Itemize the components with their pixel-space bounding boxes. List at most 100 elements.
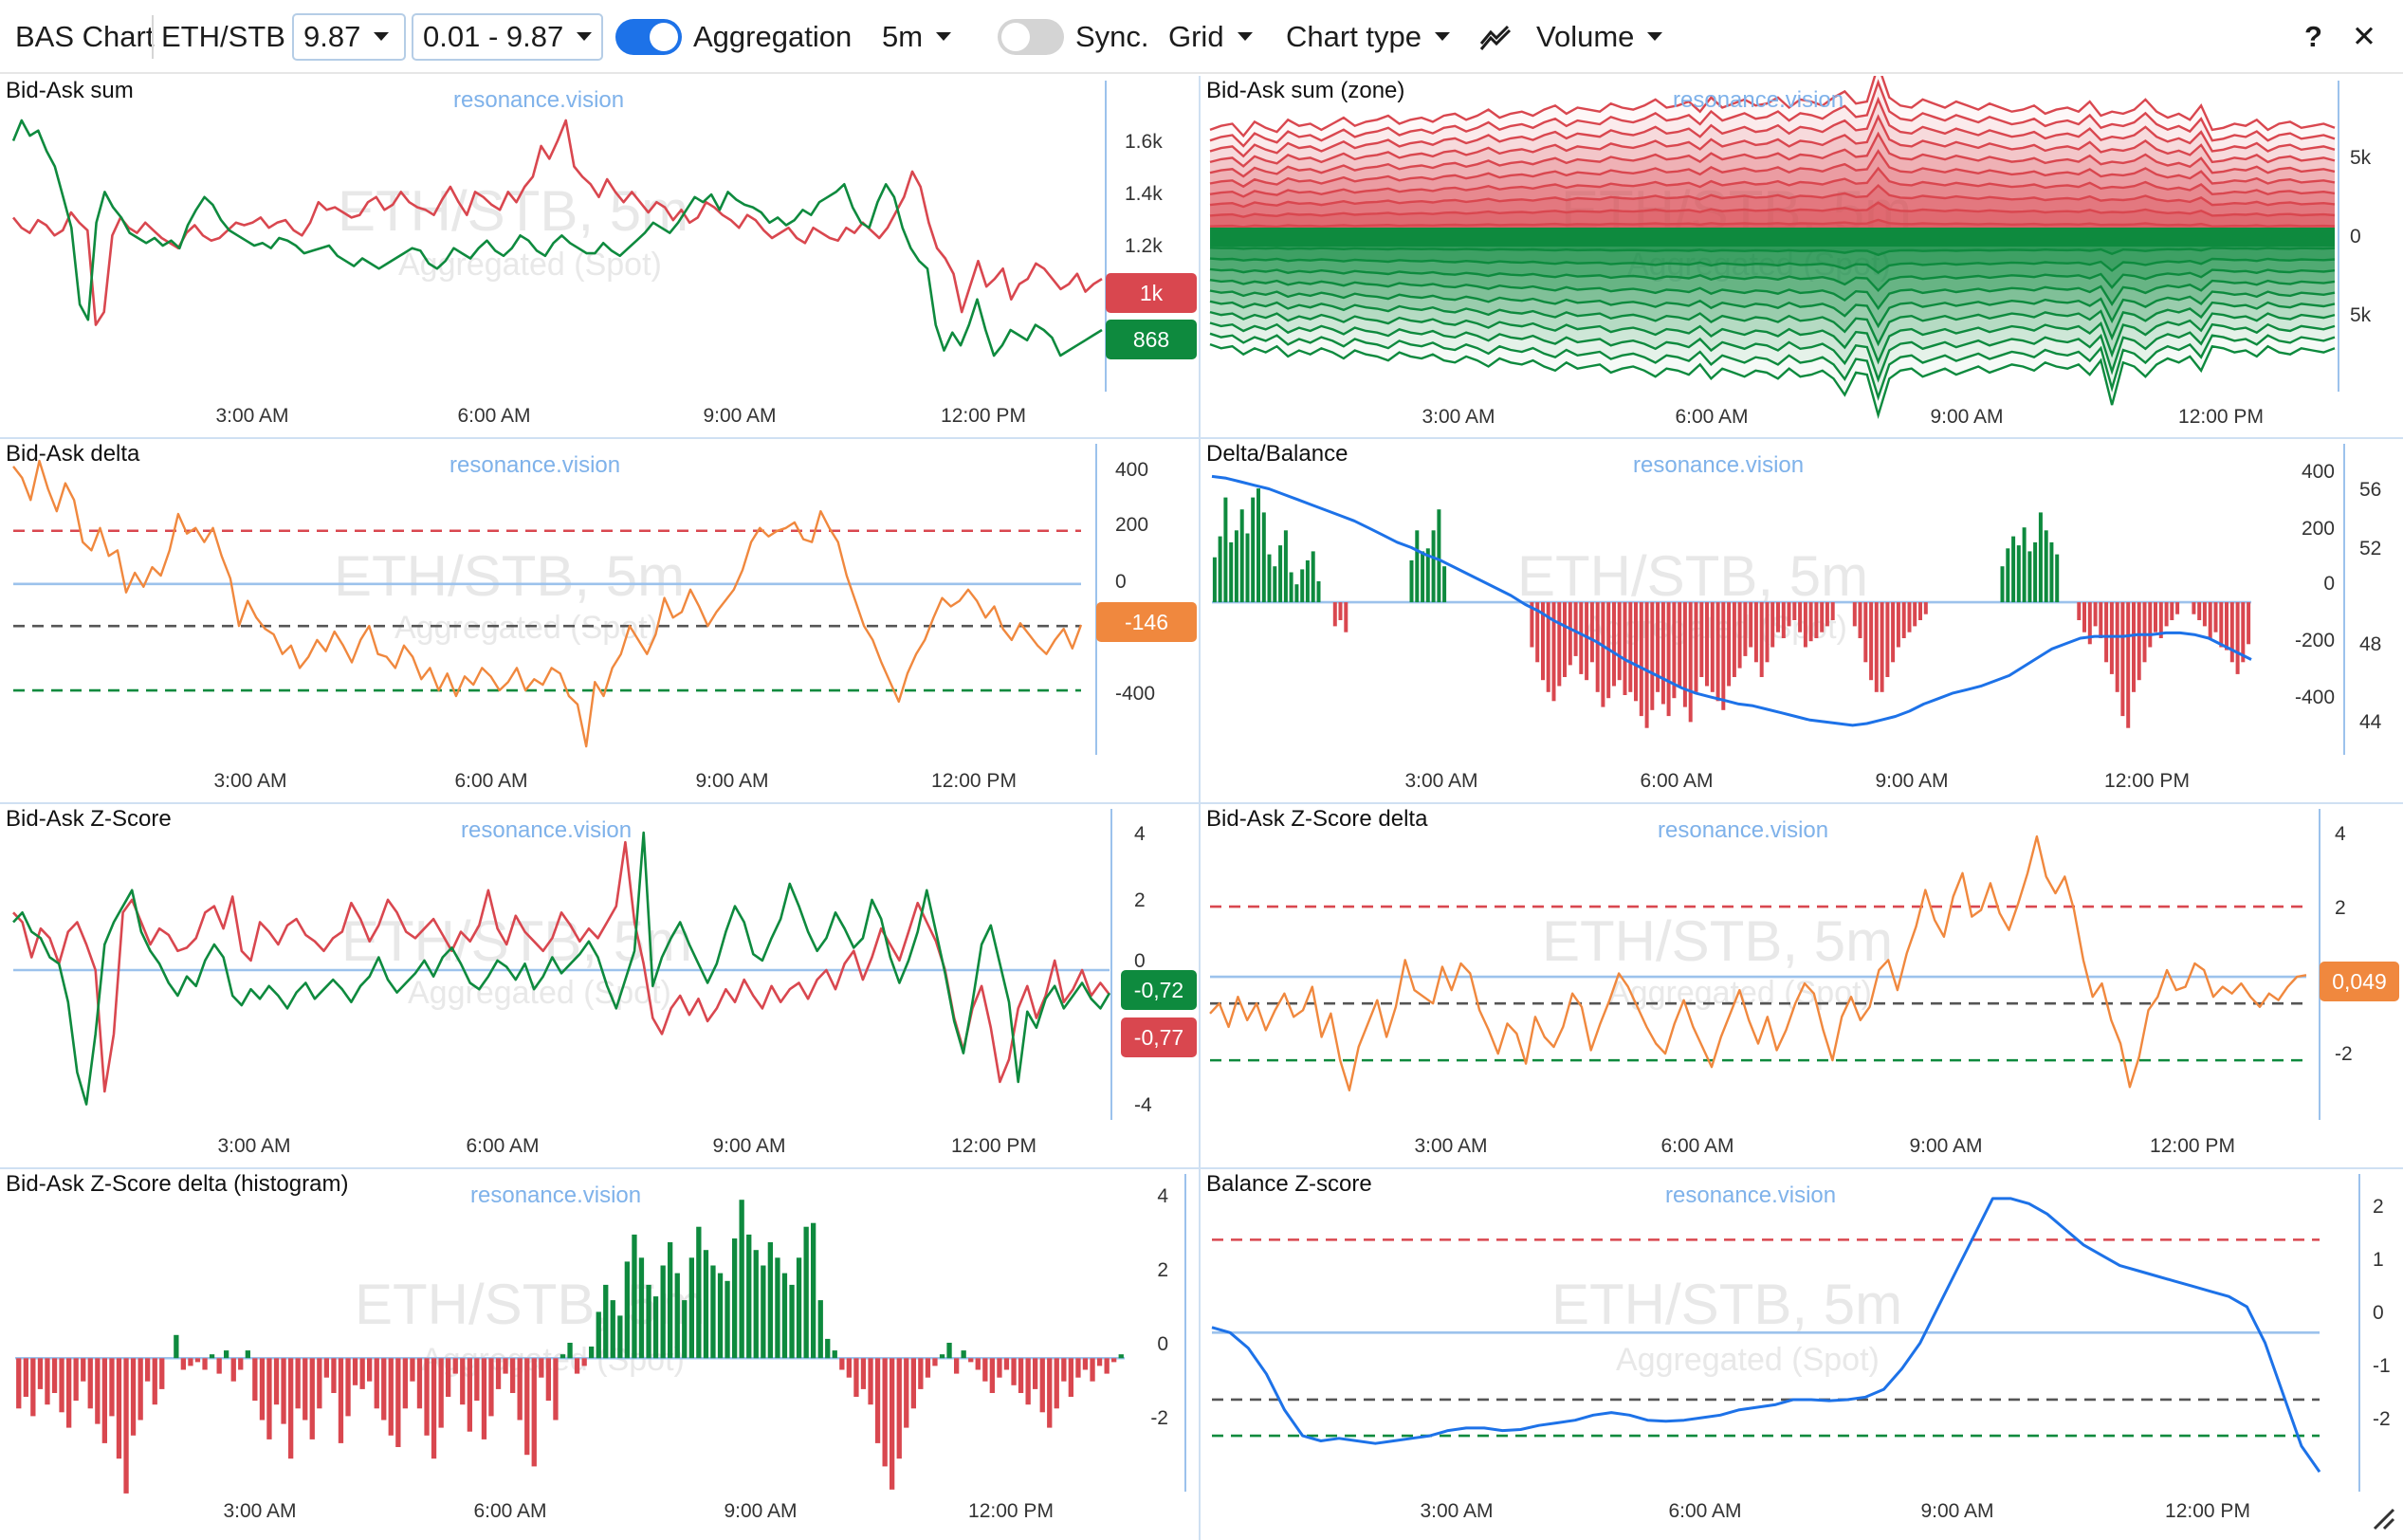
resize-handle-icon[interactable] (2371, 1506, 2395, 1531)
bid-ask-sum-zone-panel[interactable]: ETH/STB, 5m Aggregated (Spot) 5k 0 5k 3:00 … (1201, 76, 2403, 436)
bid-ask-delta-chart[interactable]: 400 200 0 -400 3:00 AM 6:00 AM 9:00 AM 12:00 PM (0, 439, 1199, 801)
bid-ask-zscore-delta-panel[interactable]: ETH/STB, 5m Aggregated (Spot) 4 2 -2 3:00 A… (1201, 804, 2403, 1166)
bid-ask-zscore-panel[interactable]: ETH/STB, 5m Aggregated (Spot) 4 2 0 -4 3:00 … (0, 804, 1199, 1166)
histogram-bar (331, 1358, 337, 1393)
panel-title: Bid-Ask sum (zone) (1206, 78, 1405, 103)
indicator-icon[interactable] (1479, 23, 1513, 51)
close-button[interactable]: ✕ (2352, 20, 2376, 53)
delta-bar (1852, 602, 1857, 627)
watermark-main: ETH/STB, 5m (1542, 909, 1894, 973)
histogram-bar (553, 1358, 559, 1421)
last-value-green-badge: -0,72 (1121, 970, 1197, 1010)
zscore-delta-histogram-panel[interactable]: ETH/STB, 5m Aggregated (Spot) 4 2 0 -2 3:00 … (0, 1169, 1199, 1540)
histogram-bar (890, 1358, 895, 1490)
bid-ask-zscore-delta-chart[interactable]: 4 2 -2 3:00 AM 6:00 AM 9:00 AM 12:00 PM (1201, 804, 2403, 1166)
histogram-bar (803, 1226, 809, 1359)
ask-zone-line (1209, 166, 2336, 198)
histogram-bar (932, 1358, 938, 1366)
delta-bar (2170, 602, 2174, 620)
help-button[interactable]: ? (2304, 20, 2322, 53)
delta-bar (2229, 602, 2234, 663)
interval-select[interactable]: 5m (882, 0, 952, 74)
histogram-bar (896, 1358, 902, 1459)
x-tick-label: 12:00 PM (2150, 1135, 2235, 1157)
delta-balance-chart[interactable]: 400 200 0 -200 -400 56 52 48 44 3:00 AM 6:00 AM 9:0… (1201, 439, 2403, 801)
delta-bar (2099, 602, 2103, 638)
histogram-bar (488, 1358, 494, 1417)
delta-bar (2137, 602, 2141, 681)
bid-zone-line (1209, 267, 2336, 293)
delta-bar (1923, 602, 1928, 614)
histogram-bar (753, 1250, 759, 1359)
sync-label[interactable]: Sync. (1075, 20, 1149, 53)
toolbar-divider (152, 15, 154, 59)
delta-bar (1234, 530, 1238, 603)
range-select[interactable]: 0.01 - 9.87 (412, 13, 603, 61)
y-tick-label: 0 (1157, 1333, 1168, 1355)
balance-zscore-panel[interactable]: ETH/STB, 5m Aggregated (Spot) 2 1 0 -1 -2 3:0… (1201, 1169, 2403, 1540)
histogram-bar (574, 1358, 580, 1374)
last-value-badge: 0,049 (2320, 962, 2399, 1001)
delta-bar (1294, 584, 1299, 603)
histogram-bar (874, 1358, 881, 1443)
delta-bar (2154, 602, 2157, 632)
volume-label: Volume (1536, 20, 1635, 53)
delta-bar (1595, 602, 1600, 692)
grid-menu[interactable]: Grid (1168, 0, 1253, 74)
y-tick-label: 200 (2302, 518, 2335, 540)
histogram-bar (539, 1358, 544, 1378)
bid-ask-sum-panel[interactable]: ETH/STB, 5m Aggregated (Spot) 1.6k 1.4k 1.… (0, 76, 1199, 436)
balance-zscore-line (1211, 1197, 2321, 1473)
histogram-bar (796, 1257, 802, 1359)
interval-text: 5m (882, 20, 924, 53)
delta-bar (1311, 551, 1315, 603)
delta-bar (1660, 602, 1665, 705)
delta-balance-panel[interactable]: ETH/STB, 5m Aggregated (Spot) 400 200 0 -20… (1201, 439, 2403, 801)
bid-ask-zscore-chart[interactable]: 4 2 0 -4 3:00 AM 6:00 AM 9:00 AM 12:00 PM (0, 804, 1199, 1166)
watermark-sub: Aggregated (Spot) (394, 610, 658, 646)
histogram-bar (632, 1234, 637, 1359)
volume-menu[interactable]: Volume (1536, 0, 1663, 74)
delta-bar (2055, 554, 2060, 603)
histogram-bar (1111, 1358, 1117, 1363)
value-select[interactable]: 9.87 (292, 13, 406, 61)
histogram-bar (416, 1358, 423, 1409)
histogram-bar (338, 1358, 344, 1443)
chart-type-menu[interactable]: Chart type (1286, 0, 1451, 74)
watermark-main: ETH/STB, 5m (334, 544, 686, 608)
delta-bar (2006, 548, 2010, 603)
balance-zscore-chart[interactable]: 2 1 0 -1 -2 3:00 AM 6:00 AM 9:00 AM 12:00 PM (1201, 1169, 2403, 1540)
histogram-bar (1061, 1358, 1067, 1382)
histogram-bar (230, 1358, 236, 1382)
histogram-bar (317, 1358, 322, 1409)
y-tick-label: 0 (2323, 573, 2335, 595)
bid-ask-delta-panel[interactable]: ETH/STB, 5m Aggregated (Spot) 400 200 0 -40… (0, 439, 1199, 801)
delta-bar (2011, 536, 2016, 603)
delta-bar (1650, 602, 1655, 710)
histogram-bar (495, 1358, 502, 1389)
aggregation-toggle[interactable] (615, 19, 682, 55)
sync-toggle[interactable] (998, 19, 1064, 55)
histogram-bar (596, 1311, 601, 1359)
chevron-down-icon (1647, 32, 1663, 42)
bid-ask-sum-zone-chart[interactable]: 5k 0 5k 3:00 AM 6:00 AM 9:00 AM 12:00 PM (1201, 76, 2403, 436)
panel-title: Bid-Ask Z-Score delta (1206, 806, 1428, 832)
pair-label[interactable]: ETH/STB (161, 20, 285, 53)
ask-zone-fill (1210, 76, 2335, 237)
zscore-delta-histogram-chart[interactable]: 4 2 0 -2 3:00 AM 6:00 AM 9:00 AM 12:00 PM (0, 1169, 1199, 1540)
zscore-delta-line (1209, 834, 2307, 1091)
delta-bar (1699, 602, 1704, 677)
histogram-bar (517, 1358, 523, 1421)
histogram-bar (180, 1358, 186, 1370)
aggregation-label[interactable]: Aggregation (693, 20, 853, 53)
delta-bar (2087, 602, 2092, 645)
histogram-bar (395, 1358, 401, 1447)
bid-ask-sum-chart[interactable]: 1.6k 1.4k 1.2k 3:00 AM 6:00 AM 9:00 AM 12:00 P… (0, 76, 1199, 436)
y-tick-label: 5k (2350, 147, 2372, 169)
histogram-bar (474, 1358, 480, 1402)
histogram-bar (281, 1358, 286, 1424)
bid-zone-line (1209, 289, 2336, 329)
histogram-bar (1118, 1354, 1124, 1359)
y-tick-label: 48 (2359, 633, 2381, 655)
delta-bar (1431, 530, 1436, 603)
